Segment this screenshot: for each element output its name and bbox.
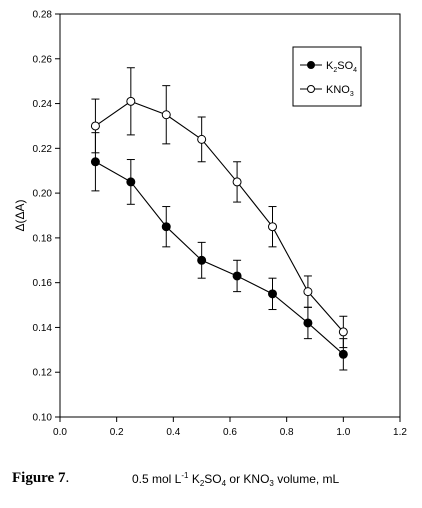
y-axis-label: Δ(ΔA)	[13, 199, 27, 231]
y-tick-label: 0.14	[33, 323, 53, 334]
figure-caption-number: Figure 7	[12, 470, 66, 486]
legend-subscript: 3	[350, 91, 354, 98]
data-point-kno3	[232, 177, 242, 187]
x-tick-label: 1.2	[393, 427, 407, 438]
x-tick-label: 0.6	[223, 427, 237, 438]
data-point-k2so4	[197, 255, 207, 265]
data-point-k2so4	[303, 318, 313, 328]
x-tick-label: 0.8	[280, 427, 294, 438]
y-tick-label: 0.12	[33, 368, 53, 379]
series-line-kno3	[95, 100, 344, 333]
x-axis-label-part: volume, mL	[274, 472, 340, 486]
x-axis-label-superscript: -1	[181, 471, 189, 480]
data-point-kno3	[338, 327, 348, 337]
data-point-kno3	[126, 96, 136, 106]
x-axis-label-subscript: 3	[269, 479, 274, 488]
data-point-kno3	[161, 110, 171, 120]
data-point-k2so4	[268, 289, 277, 299]
legend-label-k2so4: K2SO4	[326, 60, 357, 74]
y-tick-label: 0.18	[33, 233, 53, 244]
data-point-k2so4	[161, 222, 171, 232]
y-tick-label: 0.10	[33, 413, 53, 424]
data-point-k2so4	[338, 349, 348, 359]
y-tick-label: 0.28	[33, 10, 53, 21]
y-tick-label: 0.26	[33, 54, 53, 65]
legend-marker-k2so4	[307, 61, 315, 69]
y-tick-label: 0.22	[33, 144, 53, 155]
x-axis-label: 0.5 mol L-1 K2SO4 or KNO3 volume, mL	[132, 471, 340, 488]
series-line-k2so4	[95, 161, 344, 355]
data-point-k2so4	[126, 177, 136, 187]
legend-text-part: SO	[337, 60, 353, 72]
data-point-kno3	[197, 134, 207, 144]
x-axis-label-part: SO	[204, 472, 221, 486]
x-tick-label: 0.2	[110, 427, 124, 438]
x-tick-label: 0.0	[53, 427, 67, 438]
x-axis-label-subscript: 2	[200, 479, 205, 488]
legend-box	[292, 46, 362, 107]
data-point-kno3	[268, 222, 277, 232]
figure-caption-label: Figure 7.	[12, 470, 69, 486]
x-axis-label-part: or KNO	[226, 472, 269, 486]
legend-label-kno3: KNO3	[326, 84, 354, 98]
x-axis-label-part: K	[188, 472, 199, 486]
legend-subscript: 2	[333, 67, 337, 74]
legend-text-part: KNO	[326, 84, 350, 96]
legend-subscript: 4	[353, 67, 357, 74]
x-axis-label-part: 0.5 mol L	[132, 472, 182, 486]
figure-caption-period: .	[65, 470, 69, 486]
y-tick-label: 0.24	[33, 99, 53, 110]
x-tick-label: 1.0	[336, 427, 350, 438]
data-point-kno3	[303, 287, 313, 297]
y-tick-label: 0.16	[33, 278, 53, 289]
x-axis-label-subscript: 4	[222, 479, 227, 488]
data-point-k2so4	[90, 157, 100, 167]
data-point-k2so4	[232, 271, 242, 281]
y-tick-label: 0.20	[33, 189, 53, 200]
legend-marker-kno3	[307, 85, 315, 93]
data-point-kno3	[90, 121, 100, 131]
x-tick-label: 0.4	[166, 427, 180, 438]
legend-text-part: K	[326, 60, 334, 72]
